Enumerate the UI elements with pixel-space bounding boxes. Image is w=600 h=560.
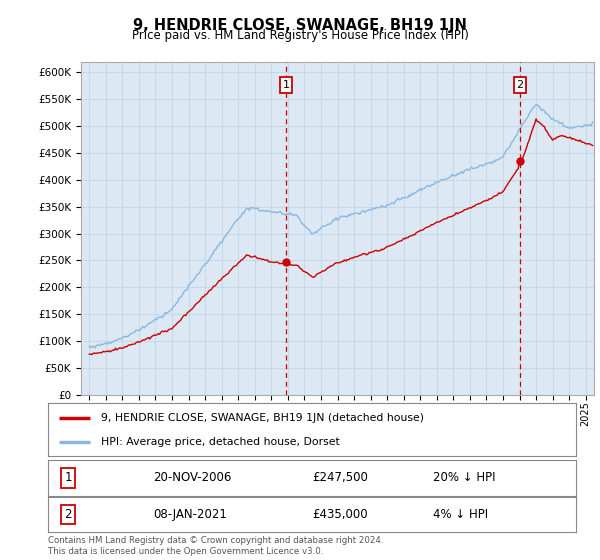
Text: 4% ↓ HPI: 4% ↓ HPI <box>433 508 488 521</box>
Text: £435,000: £435,000 <box>312 508 368 521</box>
Text: Contains HM Land Registry data © Crown copyright and database right 2024.
This d: Contains HM Land Registry data © Crown c… <box>48 536 383 556</box>
Text: 08-JAN-2021: 08-JAN-2021 <box>154 508 227 521</box>
Text: 9, HENDRIE CLOSE, SWANAGE, BH19 1JN: 9, HENDRIE CLOSE, SWANAGE, BH19 1JN <box>133 18 467 33</box>
Text: 1: 1 <box>64 472 72 484</box>
Text: 20-NOV-2006: 20-NOV-2006 <box>154 472 232 484</box>
Text: 2: 2 <box>517 80 524 90</box>
Text: 1: 1 <box>283 80 290 90</box>
Text: 9, HENDRIE CLOSE, SWANAGE, BH19 1JN (detached house): 9, HENDRIE CLOSE, SWANAGE, BH19 1JN (det… <box>101 413 424 423</box>
Text: Price paid vs. HM Land Registry's House Price Index (HPI): Price paid vs. HM Land Registry's House … <box>131 29 469 42</box>
Text: 20% ↓ HPI: 20% ↓ HPI <box>433 472 496 484</box>
Text: £247,500: £247,500 <box>312 472 368 484</box>
Text: 2: 2 <box>64 508 72 521</box>
Text: HPI: Average price, detached house, Dorset: HPI: Average price, detached house, Dors… <box>101 437 340 447</box>
